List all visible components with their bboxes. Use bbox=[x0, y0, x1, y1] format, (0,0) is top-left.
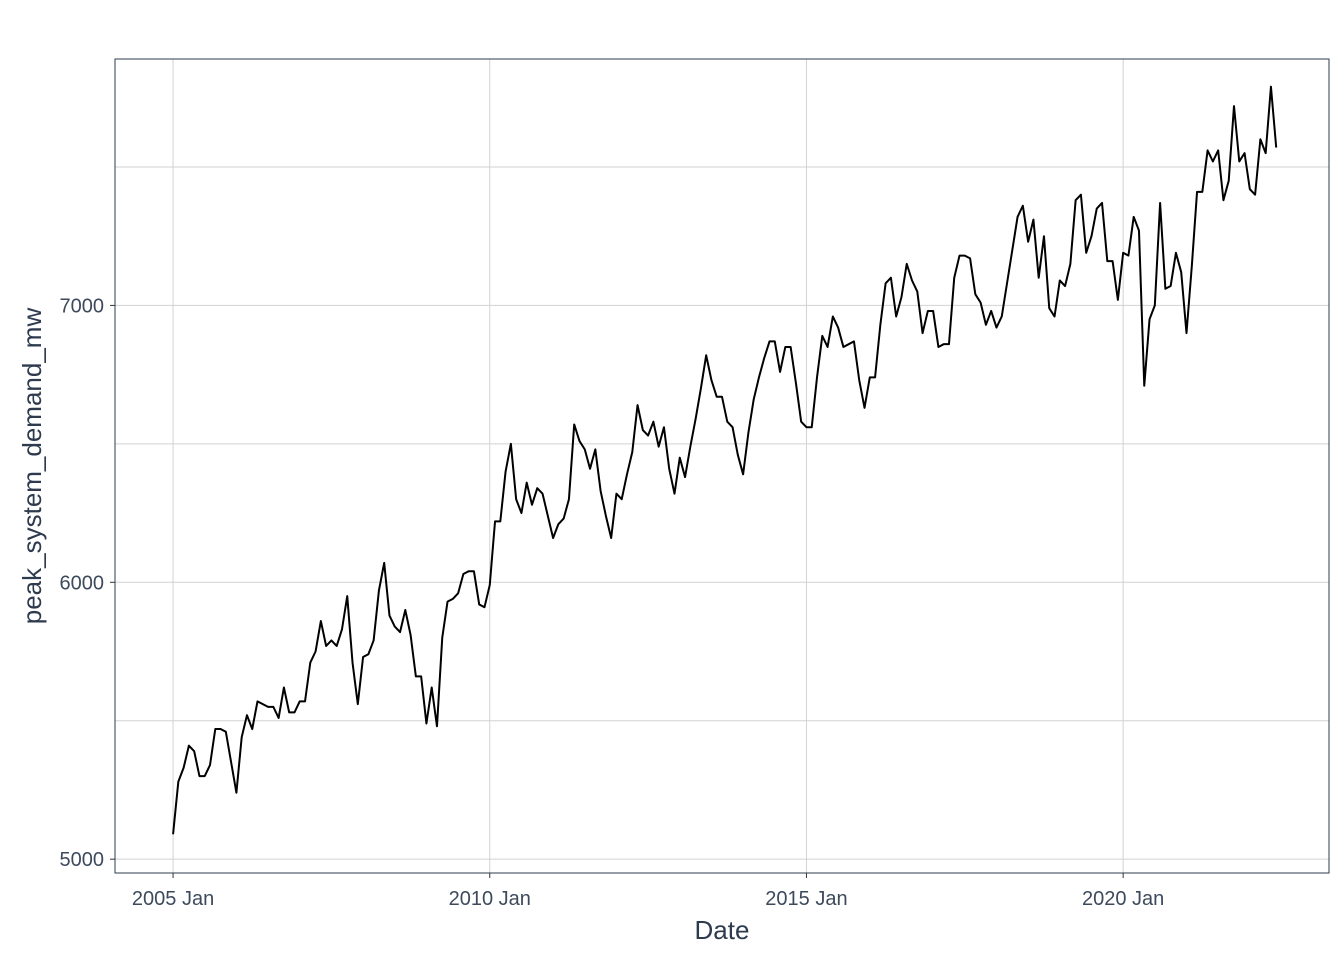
y-tick-label: 5000 bbox=[60, 849, 105, 871]
x-axis-ticks: 2005 Jan 2010 Jan 2015 Jan 2020 Jan bbox=[132, 873, 1164, 910]
y-axis-title: peak_system_demand_mw bbox=[17, 308, 47, 625]
series-line bbox=[172, 85, 1278, 835]
x-tick-label: 2020 Jan bbox=[1082, 888, 1164, 910]
x-tick-label: 2010 Jan bbox=[449, 888, 531, 910]
plot-panel-border bbox=[114, 58, 1330, 874]
x-tick-label: 2005 Jan bbox=[132, 888, 214, 910]
y-axis-ticks: 5000 6000 7000 bbox=[60, 295, 115, 871]
y-tick-label: 6000 bbox=[60, 572, 105, 594]
vertical-gridlines bbox=[172, 59, 1124, 873]
horizontal-gridlines bbox=[115, 166, 1329, 860]
x-tick-label: 2015 Jan bbox=[765, 888, 847, 910]
x-axis-title: Date bbox=[695, 915, 750, 945]
y-tick-label: 7000 bbox=[60, 295, 105, 317]
series-group bbox=[172, 85, 1278, 835]
